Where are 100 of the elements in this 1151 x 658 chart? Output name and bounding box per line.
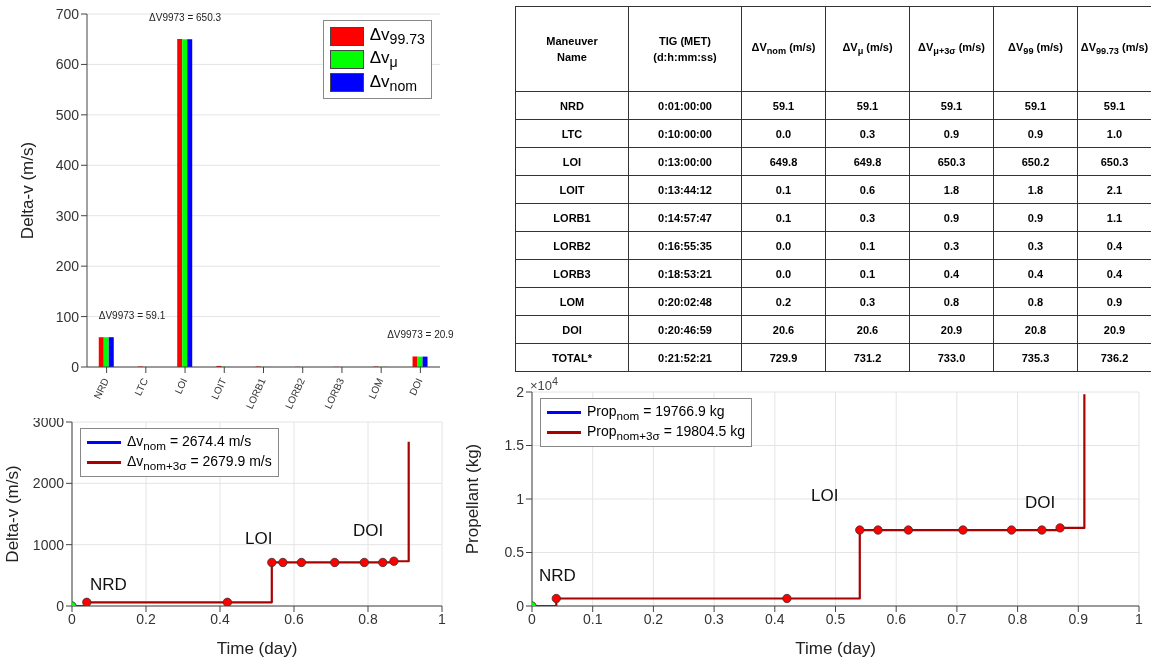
legend-label: Δv$_{nom}$ = 2674.4 m/s (127, 433, 252, 452)
x-tick-label: LOIT (209, 376, 229, 402)
text: 0.8 (943, 295, 960, 308)
text: 0.4 (1027, 267, 1044, 280)
y-tick-label: 0 (56, 597, 65, 614)
text: 20.6 (856, 323, 879, 336)
text: 0.4 (943, 267, 960, 280)
y-tick-label: 100 (55, 308, 80, 325)
text: 0.3 (1027, 239, 1044, 252)
x-tick-label: 0.2 (136, 610, 156, 627)
legend-label: Prop$_{nom}$ = 19766.9 kg (587, 403, 725, 422)
annotation: NRD (90, 575, 127, 594)
text: 0:21:52:21 (658, 351, 712, 364)
text: 649.8 (853, 155, 882, 168)
text: 733.0 (937, 351, 966, 364)
category-label: NRD (560, 99, 584, 112)
x-tick-label: 0.5 (825, 610, 846, 627)
text: 20.9 (940, 323, 963, 336)
text: 0.4 (1106, 239, 1123, 252)
text: 0.6 (859, 183, 876, 196)
text: 0:10:00:00 (658, 127, 712, 140)
y-tick-label: 1 (516, 490, 525, 507)
x-tick-label: 0.6 (886, 610, 907, 627)
text: 735.3 (1021, 351, 1050, 364)
text: 59.1 (1024, 99, 1047, 112)
text: 649.8 (769, 155, 798, 168)
text: 0.1 (775, 183, 792, 196)
y-tick-label: 0.5 (504, 544, 525, 561)
text: 0:20:46:59 (658, 323, 712, 336)
y-tick-label: 3000 (32, 413, 65, 430)
x-tick-label: 0.3 (704, 610, 725, 627)
category-label: LTC (561, 127, 583, 140)
text: 0.3 (859, 295, 876, 308)
y-tick-label: 700 (55, 5, 80, 22)
x-tick-label: 0.6 (284, 610, 304, 627)
x-tick-label: 0.8 (358, 610, 378, 627)
text: 650.3 (1100, 155, 1129, 168)
x-tick-label: 0.7 (947, 610, 967, 627)
text: 59.1 (772, 99, 795, 112)
annotation: NRD (539, 566, 576, 585)
category-label: LOI (562, 155, 582, 168)
text: 0:13:44:12 (658, 183, 712, 196)
text: 0.0 (775, 267, 792, 280)
y-tick-label: 600 (55, 56, 80, 73)
x-tick-label: NRD (91, 376, 111, 401)
legend-label: Δv$_{nom+3σ}$ = 2679.9 m/s (127, 452, 272, 472)
text: 731.2 (853, 351, 882, 364)
x-tick-label: LOI (172, 376, 190, 396)
y-tick-label: 2000 (32, 475, 65, 492)
x-tick-label: 0 (528, 610, 537, 627)
x-tick-label: 0.4 (765, 610, 785, 627)
text: 0:01:00:00 (658, 99, 712, 112)
text: 0.9 (1027, 127, 1044, 140)
text: 0:18:53:21 (658, 267, 712, 280)
text: 1.8 (1027, 183, 1044, 196)
y-tick-label: 1.5 (504, 437, 525, 454)
x-tick-label: 0.1 (582, 610, 603, 627)
text: 0.9 (943, 127, 960, 140)
y-tick-label: 0 (516, 597, 525, 614)
legend-label: Δv$_{nom}$ (369, 71, 418, 95)
text: 2.1 (1106, 183, 1123, 196)
text: 0.4 (1106, 267, 1123, 280)
text: 0.2 (775, 295, 792, 308)
annotation: ΔV9973 = 650.3 (149, 12, 222, 24)
y-tick-label: 300 (55, 207, 80, 224)
text: 0.3 (859, 127, 876, 140)
text: 0.0 (775, 239, 792, 252)
text: 729.9 (769, 351, 798, 364)
text: 0:14:57:47 (658, 211, 712, 224)
text: 1.0 (1106, 127, 1123, 140)
text: 59.1 (856, 99, 879, 112)
category-label: TOTAL* (552, 351, 592, 364)
text: 0.8 (1027, 295, 1044, 308)
y-tick-label: 500 (55, 106, 80, 123)
text: 0:13:00:00 (658, 155, 712, 168)
text: 59.1 (940, 99, 963, 112)
annotation: ×10$^{4}$ (530, 375, 559, 394)
y-tick-label: 0 (71, 358, 80, 375)
x-tick-label: DOI (407, 376, 425, 398)
text: 0.1 (859, 267, 876, 280)
annotation: ΔV9973 = 59.1 (98, 310, 166, 322)
x-tick-label: 1 (1135, 610, 1144, 627)
category-label: ΔV$_{μ}$ (m/s) (841, 39, 894, 59)
category-label: LORB1 (553, 211, 591, 224)
category-label: DOI (562, 323, 582, 336)
y-axis-title: Delta-v (m/s) (18, 141, 38, 240)
text: 0.1 (859, 239, 876, 252)
text: 0.1 (775, 211, 792, 224)
category-label: ΔV$_{99.73}$ (m/s) (1079, 39, 1150, 59)
x-tick-label: 0.9 (1068, 610, 1089, 627)
x-tick-label: 1 (438, 610, 447, 627)
category-label: LORB3 (553, 267, 591, 280)
text: 0.0 (775, 127, 792, 140)
annotation: DOI (353, 521, 384, 540)
text: 20.9 (1103, 323, 1126, 336)
y-tick-label: 200 (55, 258, 80, 275)
x-axis-title: Time (day) (216, 639, 298, 658)
text: 20.6 (772, 323, 795, 336)
x-tick-label: LTC (132, 376, 151, 398)
x-axis-title: Time (day) (795, 639, 876, 658)
